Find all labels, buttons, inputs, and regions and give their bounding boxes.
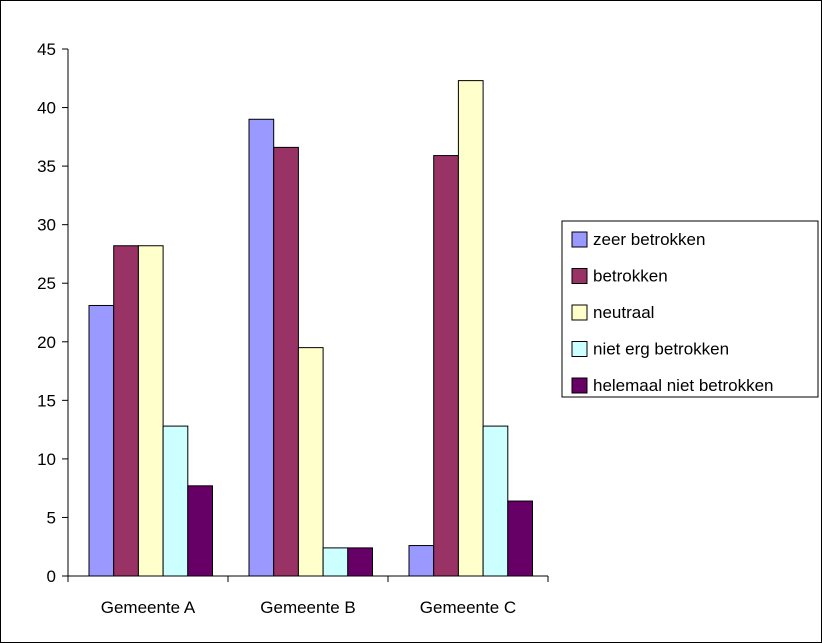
bar-niet-erg-betrokken-Gemeente-B	[322, 547, 349, 577]
legend-swatch	[571, 341, 588, 357]
y-tick-label: 30	[37, 216, 56, 235]
bar-zeer-betrokken-Gemeente-B	[248, 118, 275, 577]
legend-label: zeer betrokken	[593, 230, 705, 249]
bar-betrokken-Gemeente-C	[433, 155, 459, 577]
legend: zeer betrokken betrokken neutraal niet erg …	[561, 220, 819, 398]
y-tick-label: 35	[37, 157, 56, 176]
bar-niet-erg-betrokken-Gemeente-A	[162, 425, 189, 577]
y-tick-label: 5	[47, 508, 56, 527]
bar-helemaal-niet-betrokken-Gemeente-B	[347, 547, 373, 577]
y-tick-label: 15	[37, 391, 56, 410]
y-tick-label: 20	[37, 333, 56, 352]
legend-swatch	[571, 268, 588, 284]
x-tick-label: Gemeente B	[260, 598, 355, 617]
legend-swatch	[571, 377, 588, 394]
bar-neutraal-Gemeente-B	[297, 347, 324, 577]
legend-label: betrokken	[593, 267, 668, 286]
y-tick-label: 0	[47, 567, 56, 586]
bar-helemaal-niet-betrokken-Gemeente-C	[507, 500, 533, 577]
legend-label: niet erg betrokken	[593, 340, 729, 359]
x-tick-label: Gemeente C	[420, 598, 516, 617]
bar-zeer-betrokken-Gemeente-C	[408, 545, 435, 577]
legend-swatch	[571, 231, 588, 248]
bar-helemaal-niet-betrokken-Gemeente-A	[187, 485, 214, 577]
bar-niet-erg-betrokken-Gemeente-C	[482, 425, 509, 577]
x-tick-label: Gemeente A	[101, 598, 196, 617]
legend-swatch	[571, 304, 588, 321]
bar-neutraal-Gemeente-A	[137, 245, 164, 577]
y-tick-label: 45	[37, 40, 56, 59]
y-tick-label: 10	[37, 450, 56, 469]
bar-neutraal-Gemeente-C	[457, 80, 484, 577]
plot-area: 0 5 10 15 20 25 30 35 40 45 Gemeente A Gemeente B Ge…	[37, 40, 549, 617]
bar-zeer-betrokken-Gemeente-A	[88, 304, 115, 577]
legend-label: neutraal	[593, 303, 654, 322]
legend-box	[561, 220, 819, 398]
bar-betrokken-Gemeente-B	[273, 146, 299, 577]
bar-betrokken-Gemeente-A	[113, 245, 139, 577]
legend-label: helemaal niet betrokken	[593, 376, 774, 395]
y-tick-label: 25	[37, 274, 56, 293]
y-tick-label: 40	[37, 99, 56, 118]
